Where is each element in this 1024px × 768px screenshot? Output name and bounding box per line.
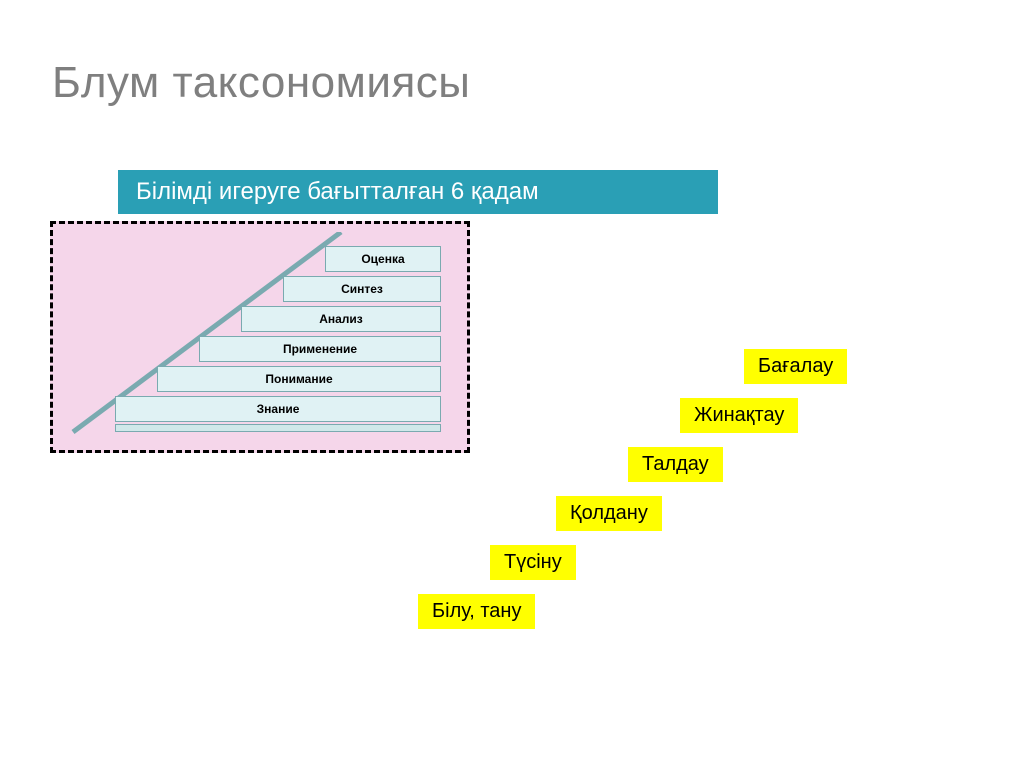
yellow-step: Бағалау bbox=[744, 349, 847, 384]
stair-step: Оценка bbox=[325, 246, 441, 272]
stair-step: Анализ bbox=[241, 306, 441, 332]
stair-step: Синтез bbox=[283, 276, 441, 302]
yellow-step: Жинақтау bbox=[680, 398, 798, 433]
yellow-step: Талдау bbox=[628, 447, 723, 482]
stair-baseboard bbox=[115, 424, 441, 432]
subtitle-bar: Білімді игеруге бағытталған 6 қадам bbox=[118, 170, 718, 214]
subtitle-text: Білімді игеруге бағытталған 6 қадам bbox=[136, 178, 539, 206]
stair-step: Знание bbox=[115, 396, 441, 422]
stair-diagram-frame: Оценка Синтез Анализ Применение Понимание Зна… bbox=[50, 221, 470, 453]
stair-step: Понимание bbox=[157, 366, 441, 392]
yellow-step: Қолдану bbox=[556, 496, 662, 531]
yellow-step: Түсіну bbox=[490, 545, 576, 580]
page-title: Блум таксономиясы bbox=[52, 58, 470, 108]
stair-step: Применение bbox=[199, 336, 441, 362]
yellow-step: Білу, тану bbox=[418, 594, 535, 629]
stair-diagram: Оценка Синтез Анализ Применение Понимание Зна… bbox=[61, 232, 465, 448]
